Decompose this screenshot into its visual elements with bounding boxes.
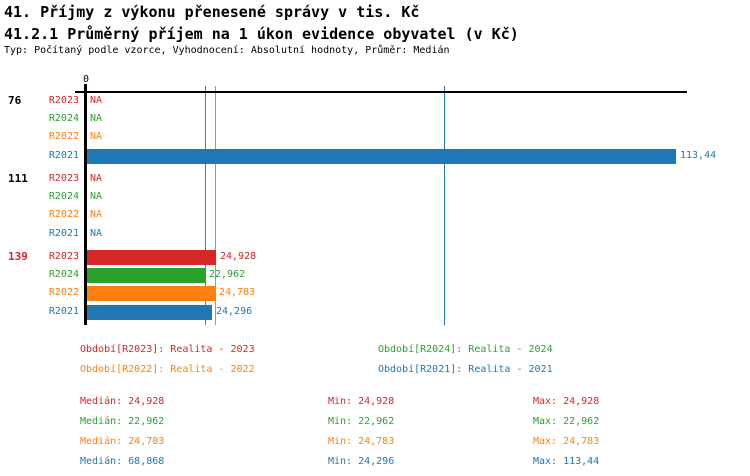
- bar-value-label-R2023-group-139: 24,928: [220, 251, 257, 262]
- series-label-R2023-group-111: R2023: [48, 173, 79, 184]
- series-label-R2022-group-111: R2022: [48, 209, 79, 220]
- stat-max-R2024: Max: 22,962: [533, 416, 600, 427]
- bar-value-label-R2024-group-139: 22,962: [209, 269, 246, 280]
- legend-item-R2024: Období[R2024]: Realita - 2024: [378, 344, 553, 355]
- bar-R2021-group-76: [87, 149, 676, 164]
- bar-R2021-group-139: [87, 305, 212, 320]
- na-label-R2023-group-111: NA: [90, 173, 103, 184]
- series-label-R2024-group-76: R2024: [48, 113, 79, 124]
- stat-median-R2024: Medián: 22,962: [80, 416, 165, 427]
- bar-R2022-group-139: [87, 286, 215, 301]
- axis-zero-label: 0: [82, 74, 90, 85]
- na-label-R2022-group-111: NA: [90, 209, 103, 220]
- series-label-R2022-group-76: R2022: [48, 131, 79, 142]
- group-label-139: 139: [8, 250, 28, 263]
- report-title: 41. Příjmy z výkonu přenesené správy v t…: [4, 3, 420, 21]
- stat-median-R2022: Medián: 24,783: [80, 436, 165, 447]
- group-label-111: 111: [8, 172, 28, 185]
- bar-value-label-R2021-group-76: 113,44: [680, 150, 717, 161]
- median-line-R2022: [215, 86, 216, 325]
- stat-median-R2021: Medián: 68,868: [80, 456, 165, 467]
- na-label-R2021-group-111: NA: [90, 228, 103, 239]
- series-label-R2023-group-139: R2023: [48, 251, 79, 262]
- report-meta-line: Typ: Počítaný podle vzorce, Vyhodnocení:…: [4, 45, 450, 56]
- legend-item-R2022: Období[R2022]: Realita - 2022: [80, 364, 255, 375]
- series-label-R2024-group-111: R2024: [48, 191, 79, 202]
- series-label-R2021-group-76: R2021: [48, 150, 79, 161]
- bar-R2024-group-139: [87, 268, 205, 283]
- stat-median-R2023: Medián: 24,928: [80, 396, 165, 407]
- stat-max-R2023: Max: 24,928: [533, 396, 600, 407]
- median-line-R2024: [205, 86, 206, 325]
- stat-min-R2024: Min: 22,962: [328, 416, 395, 427]
- series-label-R2024-group-139: R2024: [48, 269, 79, 280]
- stat-max-R2021: Max: 113,44: [533, 456, 600, 467]
- stat-min-R2022: Min: 24,783: [328, 436, 395, 447]
- na-label-R2022-group-76: NA: [90, 131, 103, 142]
- stat-min-R2023: Min: 24,928: [328, 396, 395, 407]
- bar-value-label-R2021-group-139: 24,296: [216, 306, 253, 317]
- legend-item-R2023: Období[R2023]: Realita - 2023: [80, 344, 255, 355]
- median-line-R2021: [444, 86, 445, 325]
- bar-value-label-R2022-group-139: 24,783: [219, 287, 256, 298]
- series-label-R2023-group-76: R2023: [48, 95, 79, 106]
- legend-item-R2021: Období[R2021]: Realita - 2021: [378, 364, 553, 375]
- series-label-R2021-group-111: R2021: [48, 228, 79, 239]
- report-subtitle: 41.2.1 Průměrný příjem na 1 úkon evidenc…: [4, 25, 519, 43]
- series-label-R2021-group-139: R2021: [48, 306, 79, 317]
- na-label-R2024-group-76: NA: [90, 113, 103, 124]
- series-label-R2022-group-139: R2022: [48, 287, 79, 298]
- na-label-R2024-group-111: NA: [90, 191, 103, 202]
- y-axis-line: [84, 84, 87, 325]
- stat-max-R2022: Max: 24,783: [533, 436, 600, 447]
- stat-min-R2021: Min: 24,296: [328, 456, 395, 467]
- group-label-76: 76: [8, 94, 22, 107]
- x-axis-line: [75, 91, 687, 93]
- bar-R2023-group-139: [87, 250, 216, 265]
- na-label-R2023-group-76: NA: [90, 95, 103, 106]
